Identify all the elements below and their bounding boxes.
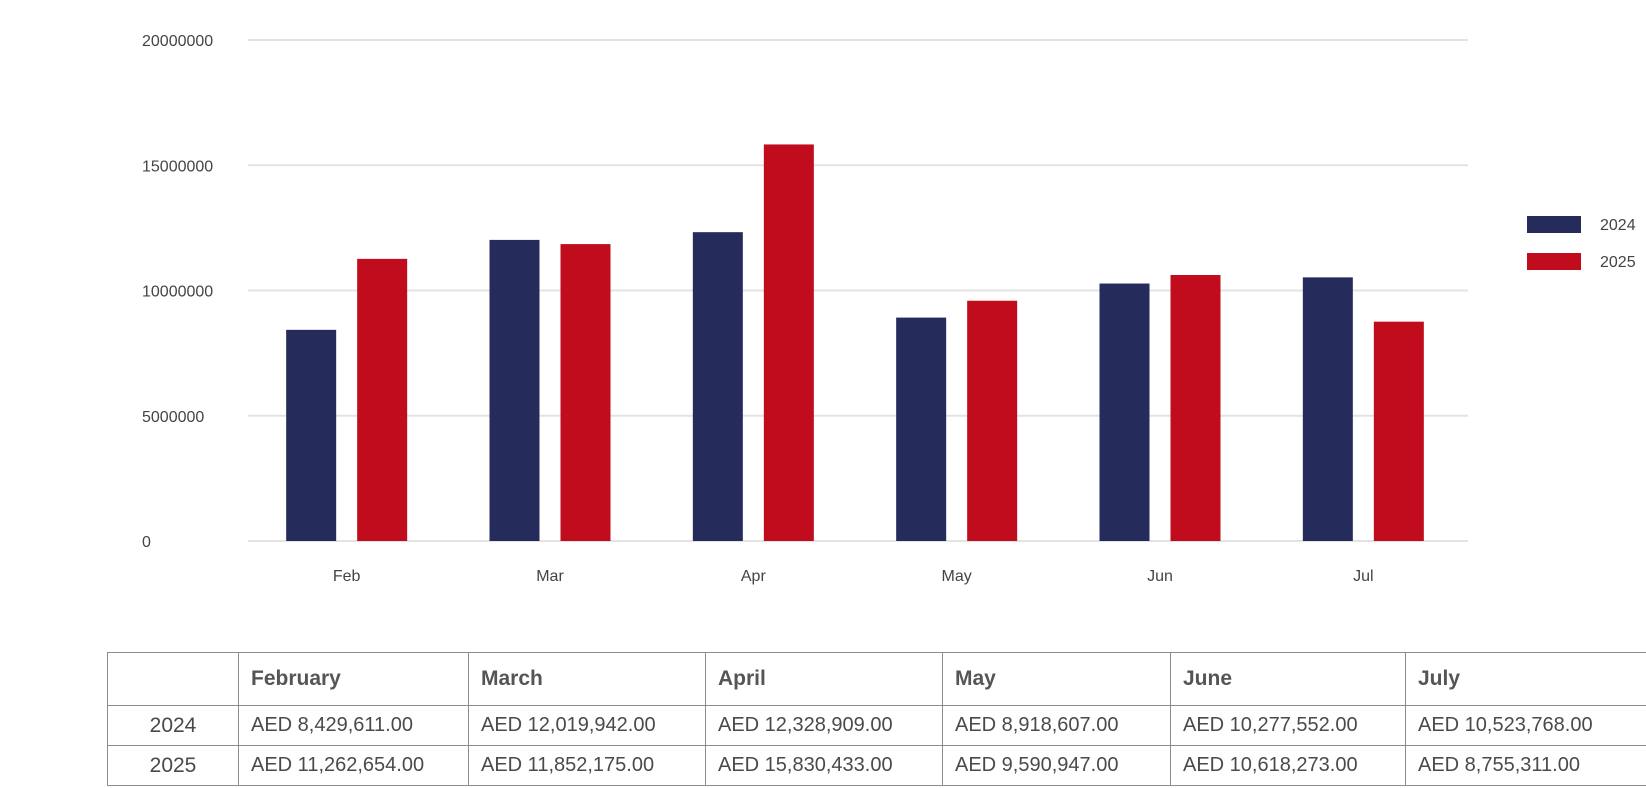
header-cell-may: May: [942, 652, 1171, 706]
x-tick-label: Feb: [333, 568, 361, 585]
bar-2024-jun: [1099, 283, 1150, 541]
bars: [286, 144, 1424, 542]
table-cell: AED 8,429,611.00: [238, 705, 469, 746]
legend-label-2025: 2025: [1600, 254, 1636, 271]
bar-2024-may: [896, 317, 947, 541]
bar-2024-feb: [286, 329, 337, 541]
bar-2024-apr: [692, 232, 743, 541]
table-row-2024: 2024 AED 8,429,611.00 AED 12,019,942.00 …: [107, 705, 1646, 746]
legend-swatch-2024: [1527, 216, 1581, 233]
y-tick-label: 20000000: [142, 33, 213, 50]
table-cell: AED 8,918,607.00: [942, 705, 1171, 746]
bar-2025-feb: [357, 258, 408, 541]
bar-2025-jul: [1373, 321, 1424, 541]
y-tick-label: 0: [142, 534, 151, 551]
row-label-2024: 2024: [107, 705, 239, 746]
bar-2024-jul: [1302, 277, 1353, 541]
x-tick-label: Jul: [1353, 568, 1373, 585]
bar-2024-mar: [489, 239, 540, 541]
row-label-2025: 2025: [107, 745, 239, 786]
bar-2025-jun: [1170, 275, 1221, 541]
y-tick-label: 15000000: [142, 158, 213, 175]
table-cell: AED 11,262,654.00: [238, 745, 469, 786]
bar-chart: 0 5000000 10000000 15000000 20000000 Feb Mar A…: [142, 33, 1636, 585]
legend: 2024 2025: [1527, 216, 1636, 271]
x-tick-label: May: [942, 568, 972, 585]
data-table: February March April May June July 2024 …: [107, 652, 1646, 786]
table-cell: AED 10,618,273.00: [1170, 745, 1406, 786]
header-cell-corner: [107, 652, 239, 706]
bar-2025-apr: [763, 144, 814, 542]
x-tick-label: Apr: [741, 568, 767, 585]
bar-2025-mar: [560, 244, 611, 541]
header-cell-july: July: [1405, 652, 1646, 706]
y-tick-label: 10000000: [142, 284, 213, 301]
y-axis-ticks: 0 5000000 10000000 15000000 20000000: [142, 33, 213, 551]
header-cell-february: February: [238, 652, 469, 706]
table-cell: AED 12,328,909.00: [705, 705, 943, 746]
table-cell: AED 10,277,552.00: [1170, 705, 1406, 746]
header-cell-april: April: [705, 652, 943, 706]
y-tick-label: 5000000: [142, 409, 204, 426]
gridlines: [248, 39, 1468, 542]
x-tick-label: Jun: [1147, 568, 1173, 585]
table-cell: AED 8,755,311.00: [1405, 745, 1646, 786]
x-axis-ticks: Feb Mar Apr May Jun Jul: [333, 568, 1374, 585]
legend-label-2024: 2024: [1600, 217, 1636, 234]
header-cell-march: March: [468, 652, 706, 706]
legend-swatch-2025: [1527, 253, 1581, 270]
header-cell-june: June: [1170, 652, 1406, 706]
x-tick-label: Mar: [536, 568, 564, 585]
table-row-2025: 2025 AED 11,262,654.00 AED 11,852,175.00…: [107, 745, 1646, 786]
table-cell: AED 9,590,947.00: [942, 745, 1171, 786]
table-cell: AED 10,523,768.00: [1405, 705, 1646, 746]
table-header-row: February March April May June July: [107, 652, 1646, 706]
bar-2025-may: [967, 300, 1018, 541]
table-cell: AED 12,019,942.00: [468, 705, 706, 746]
table-cell: AED 11,852,175.00: [468, 745, 706, 786]
table-cell: AED 15,830,433.00: [705, 745, 943, 786]
